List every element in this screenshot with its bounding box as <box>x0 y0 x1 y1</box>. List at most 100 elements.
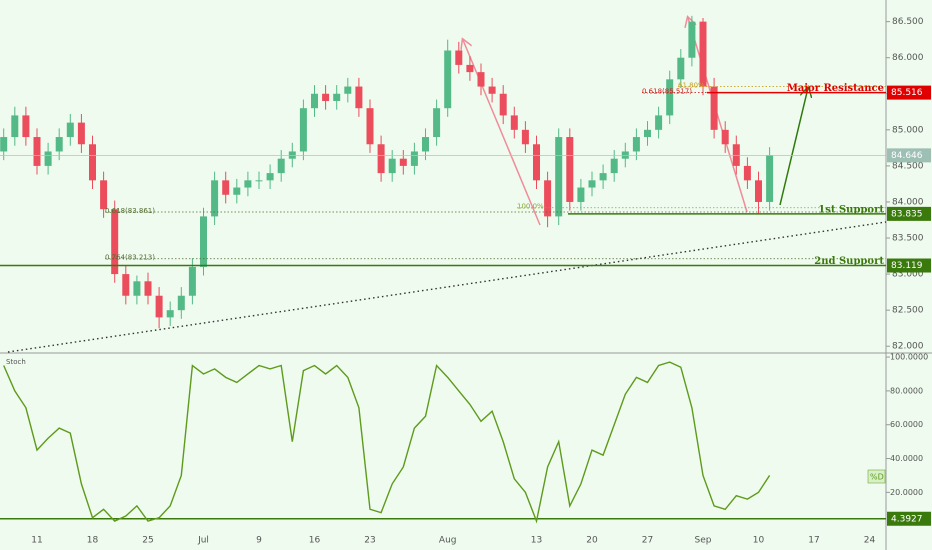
fib-label: 0.764(83.213) <box>105 254 155 262</box>
candle-body <box>355 86 363 109</box>
fib-label: 0.618(83.861) <box>105 207 155 215</box>
candle-body <box>344 86 352 94</box>
level-price-label-box <box>887 258 931 273</box>
candle-body <box>33 137 41 166</box>
x-tick-label: 23 <box>364 536 375 546</box>
candle-body <box>743 165 751 181</box>
x-tick-label: 16 <box>309 536 321 546</box>
candle-body <box>299 108 307 152</box>
x-tick-label: 20 <box>586 536 598 546</box>
candle-body <box>655 115 663 130</box>
legend-label: %D <box>870 473 884 482</box>
candle-body <box>55 137 63 152</box>
x-tick-label: 9 <box>256 536 262 546</box>
stoch-line <box>3 361 771 524</box>
candle-body <box>255 180 263 182</box>
candle-body <box>144 281 152 296</box>
x-tick-label: 11 <box>31 536 42 546</box>
candle-body <box>89 144 96 181</box>
level-label: 1st Support <box>818 204 884 215</box>
x-tick-label: 25 <box>142 536 153 546</box>
y-tick-label: 100.0000 <box>890 353 928 362</box>
level-price-label: 83.835 <box>891 209 923 219</box>
candle-body <box>710 86 718 130</box>
candle-body <box>699 21 707 87</box>
x-tick-label: 27 <box>642 536 653 546</box>
candle-body <box>721 129 729 145</box>
y-tick-label: 40.0000 <box>890 454 923 463</box>
candle-body <box>44 151 52 166</box>
y-tick-label: 86.500 <box>892 17 924 27</box>
candle-body <box>22 115 30 138</box>
candle-body <box>377 144 385 174</box>
level-price-label-box <box>887 206 931 221</box>
candle-body <box>311 93 318 109</box>
x-tick-label: 17 <box>808 536 819 546</box>
y-tick-label: 83.000 <box>892 270 924 280</box>
candle-body <box>177 295 185 311</box>
swing-arrow <box>463 40 541 226</box>
x-tick-label: 13 <box>531 536 542 546</box>
candle-body <box>466 64 474 73</box>
candle-body <box>566 137 574 202</box>
candle-body <box>632 137 640 152</box>
candle-body <box>666 79 674 116</box>
candle-body <box>444 50 452 109</box>
candle-body <box>233 187 241 195</box>
candle-body <box>766 155 774 202</box>
fib-label: 100.0% <box>517 203 544 211</box>
candle-body <box>155 295 163 318</box>
candle-body <box>222 180 230 195</box>
candle-body <box>688 21 696 58</box>
y-tick-label: 60.0000 <box>890 420 923 429</box>
candle-body <box>410 151 418 166</box>
target-arrow <box>779 88 808 206</box>
last-price-label: 84.646 <box>891 151 923 161</box>
candle-body <box>77 122 85 145</box>
candle-body <box>277 158 285 174</box>
candle-body <box>0 137 8 152</box>
y-tick-label: 82.500 <box>892 306 924 316</box>
candle-body <box>433 108 441 138</box>
last-price-label-box <box>887 148 931 163</box>
level-price-label: 85.516 <box>891 88 923 98</box>
candle-body <box>166 310 174 318</box>
candle-body <box>133 281 141 296</box>
x-tick-label: Aug <box>439 536 457 546</box>
candle-body <box>200 216 207 267</box>
x-tick-label: Jul <box>197 536 209 546</box>
candle-body <box>100 180 108 210</box>
level-price-label-box <box>887 85 931 100</box>
candle-body <box>477 72 485 87</box>
level-label-box <box>887 511 931 526</box>
candle-body <box>111 209 119 275</box>
candle-body <box>533 144 540 181</box>
candle-body <box>599 173 607 181</box>
candle-body <box>577 187 585 202</box>
candle-body <box>244 180 252 188</box>
candle-body <box>521 129 529 145</box>
candle-body <box>333 93 341 101</box>
x-tick-label: Sep <box>695 536 712 546</box>
candle-body <box>66 122 74 138</box>
y-tick-label: 20.0000 <box>890 488 923 497</box>
x-tick-label: 24 <box>864 536 876 546</box>
candle-body <box>588 180 596 188</box>
level-label: 4.3927 <box>891 514 923 524</box>
candle-body <box>266 173 274 181</box>
candle-body <box>644 129 651 138</box>
level-label: 2nd Support <box>814 256 884 267</box>
candle-body <box>755 180 762 202</box>
candle-body <box>422 137 429 152</box>
y-tick-label: 84.000 <box>892 197 924 207</box>
candle-body <box>11 115 19 138</box>
candle-body <box>544 180 552 217</box>
candle-body <box>388 158 396 174</box>
candle-body <box>677 57 685 80</box>
y-tick-label: 80.0000 <box>890 386 923 395</box>
x-tick-label: 18 <box>87 536 99 546</box>
panel-title: Stoch <box>6 358 26 366</box>
candle-body <box>188 266 196 296</box>
candle-body <box>488 86 496 94</box>
level-price-label: 83.119 <box>891 261 923 271</box>
